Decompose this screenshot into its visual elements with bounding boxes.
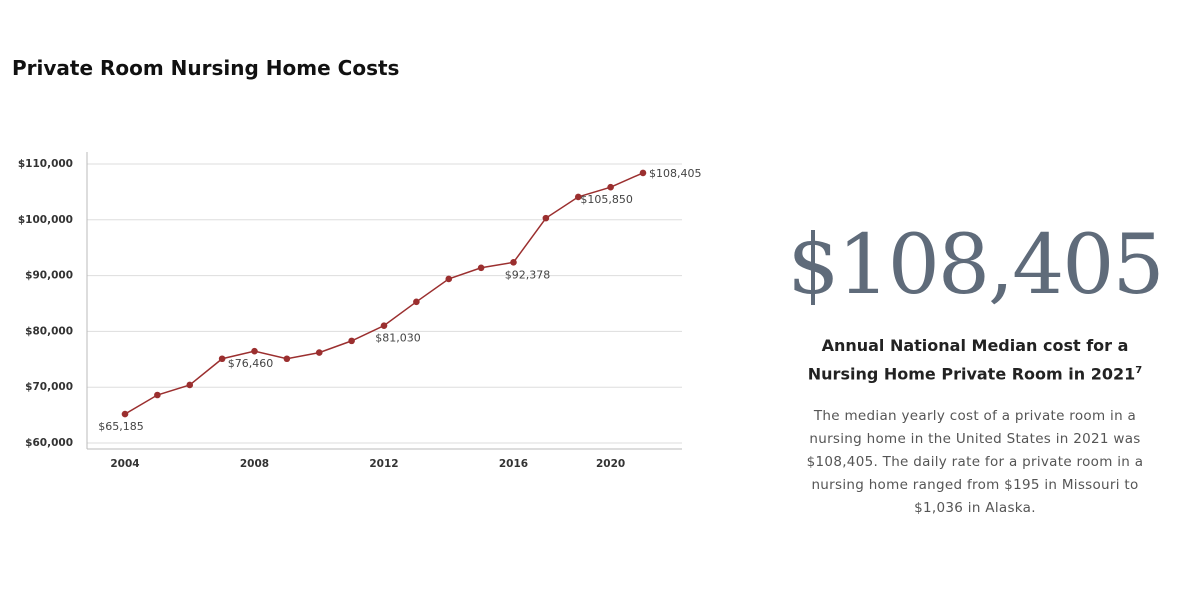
point — [315, 349, 323, 356]
value-label: $92,378 — [505, 268, 551, 281]
x-tick-label: 2020 — [596, 458, 625, 470]
heading-text: Nursing Home Private Room in 2021 — [807, 364, 1136, 384]
point — [283, 355, 291, 363]
point — [154, 391, 161, 399]
value-label: $81,030 — [375, 332, 421, 345]
y-tick-label: $90,000 — [25, 270, 73, 282]
point — [121, 410, 129, 418]
y-tick-label: $80,000 — [25, 325, 73, 337]
chart: $60,000 $70,000 $80,000 $90,000 $100,000 $110… — [18, 152, 702, 470]
x-tick-label: 2012 — [369, 458, 398, 470]
y-tick-label: $100,000 — [18, 214, 73, 226]
value-label: $108,405 — [649, 167, 702, 180]
value-label: $65,185 — [98, 420, 144, 433]
point — [413, 298, 420, 306]
point — [380, 322, 388, 329]
point — [542, 214, 550, 222]
x-tick-label: 2004 — [110, 458, 139, 470]
point — [348, 337, 355, 345]
body-line: $1,036 in Alaska. — [914, 500, 1036, 516]
point — [445, 275, 453, 283]
value-label: $76,460 — [228, 357, 274, 370]
y-tick-label: $60,000 — [25, 437, 73, 449]
point — [510, 259, 517, 266]
value-label: $105,850 — [580, 193, 633, 206]
point — [607, 183, 614, 191]
footnote: 7 — [1135, 365, 1143, 376]
highlight-value: $108,405 — [787, 218, 1164, 313]
point — [251, 347, 258, 355]
line — [124, 172, 644, 415]
body-line: $108,405. The daily rate for a private r… — [806, 454, 1144, 470]
body-line: nursing home ranged from $195 in Missour… — [811, 477, 1139, 493]
heading-line: Annual National Median cost for a — [821, 336, 1129, 355]
x-tick-label: 2008 — [240, 458, 269, 470]
body-line: nursing home in the United States in 202… — [809, 431, 1141, 447]
page-title: Private Room Nursing Home Costs — [12, 56, 400, 80]
point — [218, 355, 226, 363]
y-tick-label: $110,000 — [18, 158, 73, 170]
point — [574, 193, 582, 201]
heading-line: Nursing Home Private Room in 20217 — [770, 358, 1180, 386]
point — [186, 381, 194, 389]
highlight-body: The median yearly cost of a private room… — [770, 405, 1180, 520]
y-tick-label: $70,000 — [25, 381, 73, 393]
body-line: The median yearly cost of a private room… — [813, 408, 1137, 424]
point — [639, 169, 647, 177]
point — [477, 264, 485, 272]
x-tick-label: 2016 — [499, 458, 528, 470]
highlight-heading: Annual National Median cost for a Nursin… — [770, 333, 1180, 386]
